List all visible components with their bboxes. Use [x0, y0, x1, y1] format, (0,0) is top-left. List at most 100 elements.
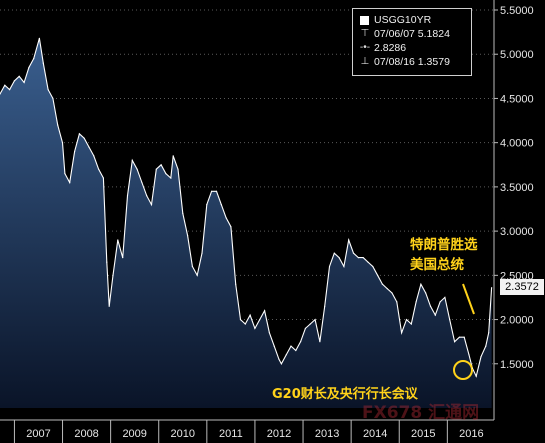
data-point — [444, 296, 446, 298]
data-point — [38, 37, 41, 39]
data-point — [187, 234, 189, 237]
low-marker-icon: ⊥ — [360, 56, 370, 67]
data-point — [244, 323, 246, 325]
data-point — [278, 358, 280, 360]
data-point — [290, 345, 292, 347]
data-point — [434, 314, 436, 316]
legend-low: 07/08/16 1.3579 — [374, 56, 450, 68]
data-point — [69, 181, 71, 184]
data-point — [136, 168, 138, 170]
x-tick-label: 2016 — [459, 428, 483, 440]
data-point — [468, 354, 470, 356]
data-point — [367, 261, 369, 263]
data-point — [488, 332, 490, 334]
data-point — [102, 177, 104, 179]
data-point — [117, 239, 119, 241]
data-point — [106, 261, 108, 263]
data-point — [300, 341, 302, 343]
data-point — [0, 93, 1, 95]
data-point — [372, 265, 374, 268]
data-point — [338, 257, 340, 259]
data-point — [328, 265, 331, 268]
x-tick-label: 2012 — [267, 428, 291, 440]
data-point — [333, 252, 335, 254]
x-tick-label: 2010 — [171, 428, 195, 440]
data-point — [78, 133, 80, 135]
data-point — [88, 146, 90, 148]
data-point — [211, 190, 213, 192]
data-point — [304, 327, 306, 329]
data-point — [425, 292, 427, 294]
data-point — [268, 332, 270, 334]
data-point — [343, 265, 345, 268]
data-point — [295, 349, 297, 352]
data-point — [480, 356, 482, 358]
legend-title: USGG10YR — [374, 14, 432, 26]
data-point — [362, 257, 364, 259]
data-point — [273, 345, 275, 347]
data-point — [471, 367, 473, 369]
data-point — [196, 274, 198, 276]
y-tick-label: 3.5000 — [500, 182, 534, 194]
data-point — [401, 332, 403, 334]
data-point — [42, 62, 44, 64]
data-point — [386, 288, 388, 290]
data-point — [108, 305, 110, 307]
legend-high: 07/06/07 5.1824 — [374, 28, 450, 40]
g20-marker-circle — [453, 360, 473, 380]
x-tick-label: 2011 — [219, 428, 243, 440]
data-point — [439, 301, 441, 303]
data-point — [177, 168, 179, 170]
x-tick-label: 2013 — [315, 428, 339, 440]
data-point — [454, 341, 456, 343]
data-point — [309, 323, 311, 325]
data-point — [357, 257, 359, 259]
data-point — [463, 336, 465, 338]
data-point — [206, 204, 208, 206]
data-point — [429, 305, 432, 307]
data-point — [405, 319, 408, 321]
data-point — [146, 195, 148, 197]
data-point — [377, 274, 379, 276]
data-point — [155, 168, 157, 170]
data-point — [314, 319, 316, 321]
data-point — [475, 375, 477, 377]
data-point — [74, 150, 76, 153]
y-tick-label: 2.0000 — [500, 315, 534, 327]
data-point — [182, 212, 184, 214]
legend-title-row: USGG10YR — [359, 13, 465, 27]
data-point — [259, 319, 261, 321]
data-point — [391, 292, 393, 294]
y-tick-label: 4.0000 — [500, 138, 534, 150]
data-point — [249, 314, 251, 316]
last-value-label: 2.3572 — [500, 279, 544, 295]
data-point — [172, 155, 174, 157]
y-tick-label: 5.0000 — [500, 49, 534, 61]
data-point — [13, 80, 15, 82]
data-point — [485, 345, 487, 347]
data-point — [28, 66, 30, 69]
legend-swatch — [360, 15, 369, 25]
data-point — [415, 301, 417, 303]
x-tick-label: 2015 — [411, 428, 435, 440]
data-point — [61, 142, 64, 144]
data-point — [280, 363, 282, 365]
data-point — [239, 319, 242, 321]
data-point — [23, 81, 25, 84]
data-point — [33, 58, 35, 60]
data-point — [254, 327, 256, 329]
x-tick-label: 2009 — [122, 428, 146, 440]
data-point — [396, 301, 398, 303]
data-point — [458, 336, 460, 338]
legend-average: 2.8286 — [374, 42, 407, 54]
g20-annotation: G20财长及央行行长会议 — [272, 387, 418, 402]
data-point — [131, 159, 133, 161]
data-point — [52, 97, 54, 99]
data-point — [9, 89, 11, 91]
data-point — [112, 274, 114, 276]
y-axis: 1.50002.00002.50003.00003.50004.00004.50… — [493, 0, 534, 420]
y-tick-label: 1.5000 — [500, 359, 534, 371]
series-points — [0, 37, 493, 377]
